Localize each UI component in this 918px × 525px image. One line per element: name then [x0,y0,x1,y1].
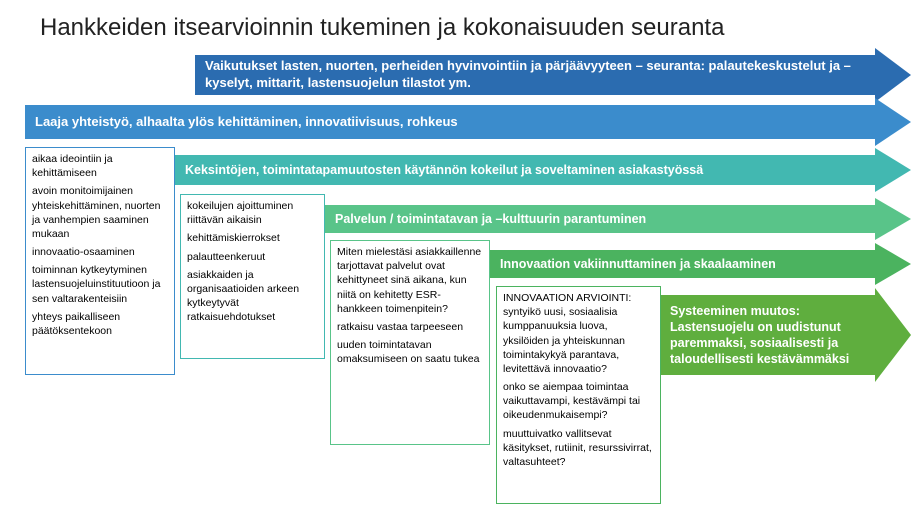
arrow-a2: Laaja yhteistyö, alhaalta ylös kehittämi… [25,105,911,139]
text-box-item: palautteenkeruut [187,250,318,264]
arrow-a5: Innovaation vakiinnuttaminen ja skaalaam… [490,250,911,278]
arrow-head [875,48,911,102]
text-box-b1: aikaa ideointiin ja kehittämiseen avoin m… [25,147,175,375]
text-box-item: onko se aiempaa toimintaa vaikuttavampi,… [503,380,654,423]
arrow-head [875,98,911,146]
text-box-item: kehittämiskierrokset [187,231,318,245]
arrow-a1: Vaikutukset lasten, nuorten, perheiden h… [195,55,911,95]
text-box-item: yhteys paikalliseen päätöksentekoon [32,310,168,338]
text-box-b3: Miten mielestäsi asiakkaillenne tarjotta… [330,240,490,445]
text-box-item: ratkaisu vastaa tarpeeseen [337,320,483,334]
arrow-a3: Keksintöjen, toimintatapamuutosten käytä… [175,155,911,185]
text-box-b4: INNOVAATION ARVIOINTI: syntyikö uusi, so… [496,286,661,504]
text-box-item: toiminnan kytkeytyminen lastensuojeluins… [32,263,168,306]
arrow-body: Vaikutukset lasten, nuorten, perheiden h… [195,55,875,95]
arrow-a4: Palvelun / toimintatavan ja –kulttuurin … [325,205,911,233]
text-box-item: innovaatio-osaaminen [32,245,168,259]
arrow-body: Laaja yhteistyö, alhaalta ylös kehittämi… [25,105,875,139]
text-box-item: aikaa ideointiin ja kehittämiseen [32,152,168,180]
text-box-item: asiakkaiden ja organisaatioiden arkeen k… [187,268,318,325]
arrow-body: Keksintöjen, toimintatapamuutosten käytä… [175,155,875,185]
arrow-head [875,288,911,382]
arrow-head [875,148,911,192]
text-box-item: muuttuivatko vallitsevat käsitykset, rut… [503,427,654,470]
text-box-item: uuden toimintatavan omaksumiseen on saat… [337,338,483,366]
arrow-head [875,243,911,285]
text-box-item: Miten mielestäsi asiakkaillenne tarjotta… [337,245,483,316]
page-title: Hankkeiden itsearvioinnin tukeminen ja k… [40,14,724,42]
text-box-b2: kokeilujen ajoittuminen riittävän aikais… [180,194,325,359]
text-box-item: kokeilujen ajoittuminen riittävän aikais… [187,199,318,227]
arrow-body: Palvelun / toimintatavan ja –kulttuurin … [325,205,875,233]
arrow-head [875,198,911,240]
arrow-body: Systeeminen muutos: Lastensuojelu on uud… [660,295,875,375]
text-box-item: avoin monitoimijainen yhteiskehittäminen… [32,184,168,241]
arrow-body: Innovaation vakiinnuttaminen ja skaalaam… [490,250,875,278]
text-box-item: INNOVAATION ARVIOINTI: syntyikö uusi, so… [503,291,654,376]
arrow-a6: Systeeminen muutos: Lastensuojelu on uud… [660,295,911,375]
